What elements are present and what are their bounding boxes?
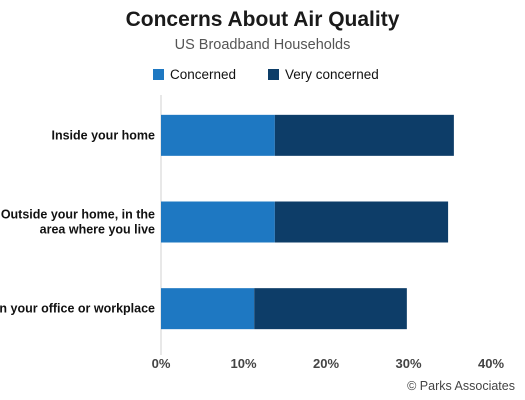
bar-concerned-1: [161, 201, 275, 243]
legend-label-very-concerned: Very concerned: [285, 67, 379, 82]
bar-concerned-0: [161, 114, 275, 156]
x-tick-label-3: 30%: [395, 356, 421, 371]
category-label-1: Outside your home, in the area where you …: [1, 208, 155, 237]
chart-title: Concerns About Air Quality: [125, 8, 400, 31]
chart-legend: Concerned Very concerned: [0, 67, 525, 85]
x-tick-label-0: 0%: [152, 356, 171, 371]
legend-swatch-concerned: [153, 69, 164, 80]
legend-item-very-concerned: Very concerned: [268, 67, 379, 82]
legend-swatch-very-concerned: [268, 69, 279, 80]
bar-very-concerned-2: [254, 288, 407, 330]
category-label-line: area where you live: [40, 223, 155, 237]
legend-item-concerned: Concerned: [153, 67, 236, 82]
chart-subtitle: US Broadband Households: [174, 37, 351, 53]
category-label-line: Outside your home, in the: [1, 208, 155, 222]
category-label-line: Inside your home: [52, 128, 156, 142]
x-tick-label-4: 40%: [478, 356, 504, 371]
bar-concerned-2: [161, 288, 255, 330]
x-tick-label-2: 20%: [313, 356, 339, 371]
legend-label-concerned: Concerned: [170, 67, 237, 82]
bar-very-concerned-0: [274, 114, 454, 156]
category-label-2: In your office or workplace: [0, 302, 155, 316]
copyright-credit: © Parks Associates: [407, 379, 515, 393]
bar-very-concerned-1: [274, 201, 449, 243]
category-label-0: Inside your home: [52, 128, 156, 142]
category-label-line: In your office or workplace: [0, 302, 155, 316]
x-tick-label-1: 10%: [230, 356, 256, 371]
